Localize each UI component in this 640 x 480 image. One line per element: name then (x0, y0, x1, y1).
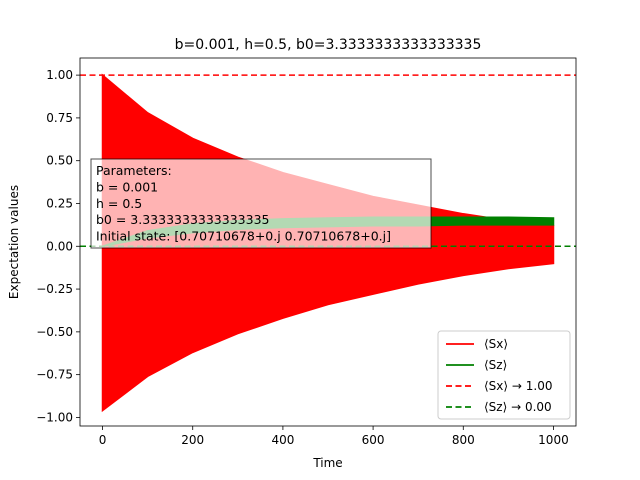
y-tick-label: −0.25 (36, 282, 73, 296)
legend: ⟨Sx⟩ ⟨Sz⟩ ⟨Sx⟩ → 1.00 ⟨Sz⟩ → 0.00 (437, 330, 571, 420)
x-tick-label: 800 (452, 433, 475, 447)
axes-frame (79, 57, 577, 427)
legend-label: ⟨Sz⟩ → 0.00 (484, 400, 552, 414)
x-tick-label: 400 (271, 433, 294, 447)
axes: 0 200 400 600 800 1000 −1.00 −0.75 −0.50 −0.25 0.0… (36, 57, 577, 447)
x-tick-label: 0 (99, 433, 107, 447)
x-tick-label: 200 (181, 433, 204, 447)
annotation-line: b = 0.001 (96, 179, 158, 194)
annotation-box (90, 158, 432, 249)
y-tick-label: 0.50 (46, 154, 73, 168)
annotation-line: Initial state: [0.70710678+0.j 0.7071067… (96, 229, 391, 244)
y-tick-label: 0.00 (46, 239, 73, 253)
y-tick-label: 0.75 (46, 111, 73, 125)
chart-title: b=0.001, h=0.5, b0=3.3333333333333335 (175, 37, 482, 53)
annotation-line: Parameters: (96, 163, 172, 178)
legend-label: ⟨Sx⟩ (484, 337, 508, 351)
x-axis-label: Time (312, 456, 342, 470)
legend-box (437, 330, 571, 420)
y-tick-label: −1.00 (36, 410, 73, 424)
y-axis-label: Expectation values (7, 185, 21, 299)
x-tick-label: 1000 (538, 433, 569, 447)
y-tick-label: −0.50 (36, 325, 73, 339)
legend-label: ⟨Sx⟩ → 1.00 (484, 379, 552, 393)
y-tick-label: 1.00 (46, 68, 73, 82)
legend-label: ⟨Sz⟩ (484, 358, 507, 372)
parameters-annotation: Parameters:b = 0.001 h = 0.5b0 = 3.333333… (90, 158, 432, 249)
y-tick-label: −0.75 (36, 368, 73, 382)
annotation-line: h = 0.5 (96, 196, 142, 211)
annotation-line: b0 = 3.3333333333333335 (96, 212, 269, 227)
y-tick-label: 0.25 (46, 196, 73, 210)
x-tick-label: 600 (362, 433, 385, 447)
